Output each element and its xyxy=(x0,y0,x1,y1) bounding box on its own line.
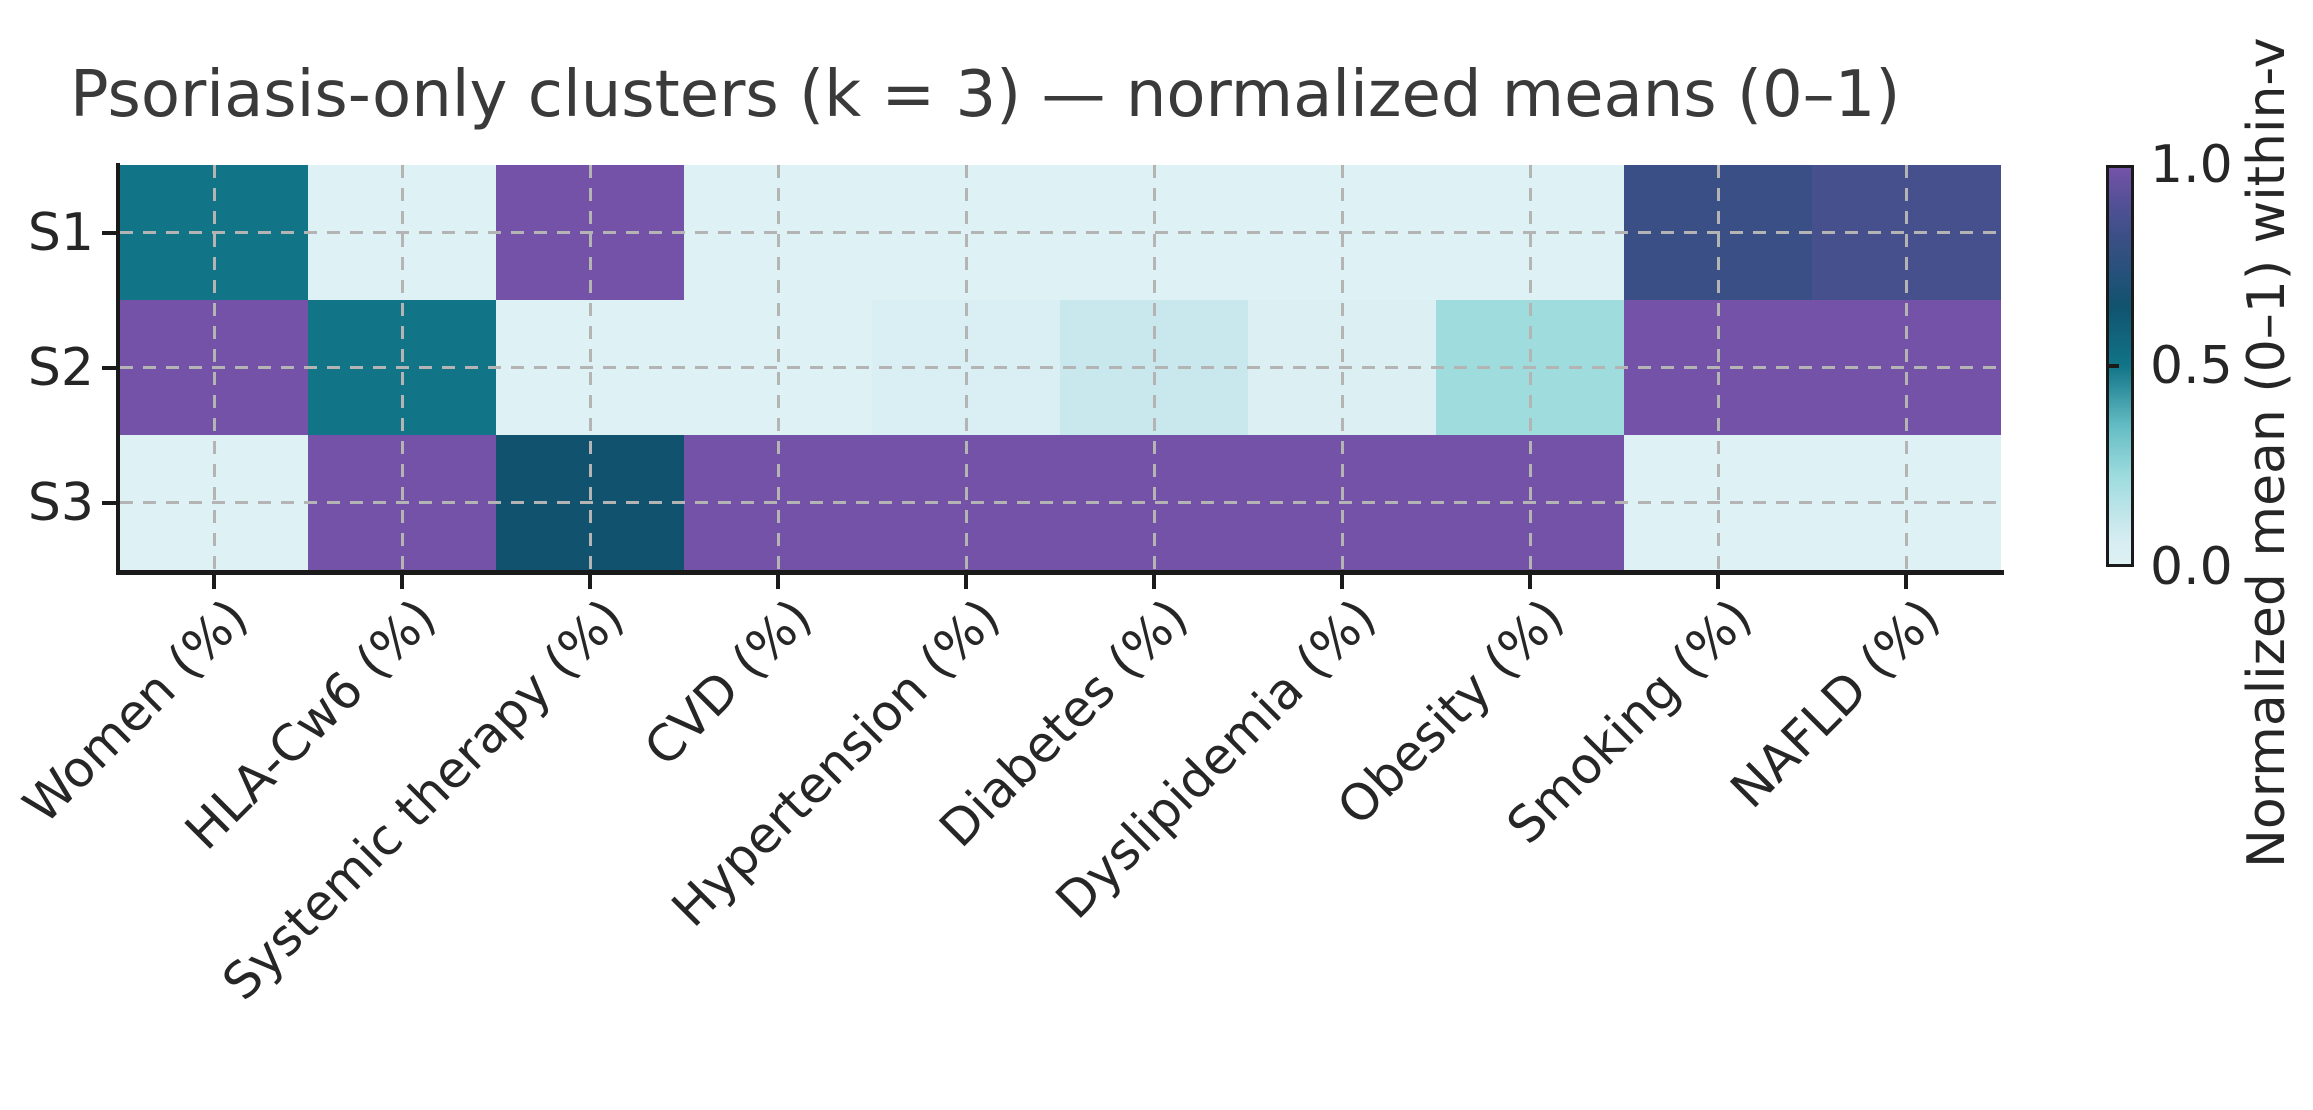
x-tick-mark xyxy=(1528,575,1532,589)
x-tick-mark xyxy=(212,575,216,589)
y-tick-mark xyxy=(102,230,116,235)
horizontal-gridline xyxy=(120,366,2000,369)
horizontal-gridline xyxy=(120,501,2000,504)
y-tick-mark xyxy=(102,365,116,370)
chart-title: Psoriasis-only clusters (k = 3) — normal… xyxy=(70,58,1901,132)
y-tick-label: S1 xyxy=(27,202,94,263)
x-tick-mark xyxy=(776,575,780,589)
x-axis-spine xyxy=(116,570,2004,575)
horizontal-gridline xyxy=(120,231,2000,234)
x-tick-mark xyxy=(1152,575,1156,589)
colorbar-mid-tick xyxy=(2106,364,2119,368)
heatmap-plot xyxy=(120,165,2001,571)
colorbar-tick-label: 0.5 xyxy=(2150,336,2233,396)
colorbar-tick-label: 0.0 xyxy=(2150,537,2233,597)
y-tick-mark xyxy=(102,500,116,505)
x-tick-mark xyxy=(400,575,404,589)
y-axis-spine xyxy=(116,163,120,574)
y-tick-label: S2 xyxy=(27,337,94,398)
colorbar-axis-label: Normalized mean (0–1) within-v xyxy=(2237,37,2297,868)
x-tick-mark xyxy=(588,575,592,589)
y-tick-label: S3 xyxy=(27,472,94,533)
x-tick-mark xyxy=(1904,575,1908,589)
colorbar-tick-label: 1.0 xyxy=(2150,135,2233,195)
x-tick-mark xyxy=(964,575,968,589)
x-tick-mark xyxy=(1340,575,1344,589)
x-tick-mark xyxy=(1716,575,1720,589)
